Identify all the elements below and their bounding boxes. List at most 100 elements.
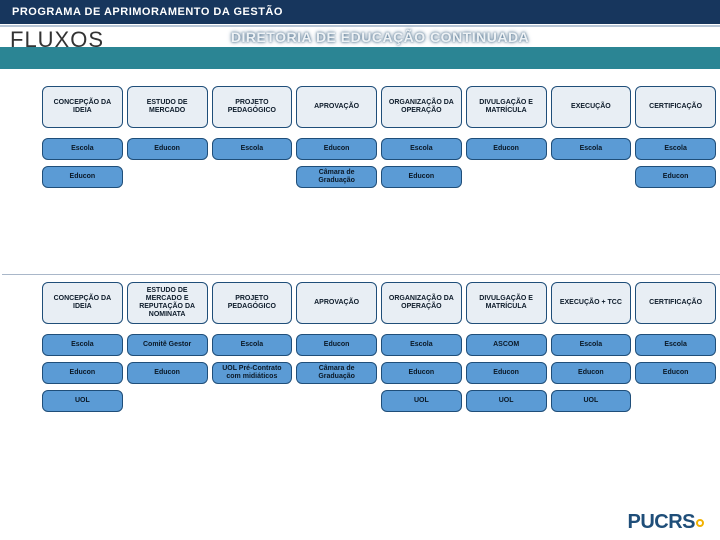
phase-box: APROVAÇÃO <box>296 282 377 324</box>
lato-row2: EscolaEduconEscolaEduconEscolaEduconEsco… <box>42 138 716 160</box>
phase-cell: APROVAÇÃO <box>296 86 377 128</box>
owner-box: Escola <box>212 138 293 160</box>
owner-cell: Escola <box>551 138 632 160</box>
phase-cell: DIVULGAÇÃO E MATRÍCULA <box>466 282 547 324</box>
phase-box: CERTIFICAÇÃO <box>635 282 716 324</box>
owner-box: Escola <box>42 138 123 160</box>
band-uol: CONCEPÇÃO DA IDEIAESTUDO DE MERCADO E RE… <box>42 282 716 504</box>
owner-box: Educon <box>381 166 462 188</box>
owner-cell: Educon <box>381 362 462 384</box>
phase-box: DIVULGAÇÃO E MATRÍCULA <box>466 86 547 128</box>
owner-box: Escola <box>551 138 632 160</box>
phase-cell: CERTIFICAÇÃO <box>635 86 716 128</box>
owner-box: Comitê Gestor <box>127 334 208 356</box>
owner-cell: Escola <box>212 138 293 160</box>
phase-box: DIVULGAÇÃO E MATRÍCULA <box>466 282 547 324</box>
owner-box: Educon <box>381 362 462 384</box>
band-lato: CONCEPÇÃO DA IDEIAESTUDO DE MERCADOPROJE… <box>42 86 716 274</box>
lato-row3: EduconCâmara de GraduaçãoEduconEducon <box>42 166 716 188</box>
phase-cell: PROJETO PEDAGÓGICO <box>212 86 293 128</box>
header-underline <box>0 25 720 27</box>
phase-cell: ESTUDO DE MERCADO <box>127 86 208 128</box>
owner-box: Escola <box>551 334 632 356</box>
phase-cell: CERTIFICAÇÃO <box>635 282 716 324</box>
owner-cell: Comitê Gestor <box>127 334 208 356</box>
owner-box: UOL <box>381 390 462 412</box>
owner-box: Educon <box>127 138 208 160</box>
owner-cell: Escola <box>635 138 716 160</box>
phase-box: CERTIFICAÇÃO <box>635 86 716 128</box>
owner-cell: UOL <box>551 390 632 412</box>
phase-box: CONCEPÇÃO DA IDEIA <box>42 282 123 324</box>
owner-cell: Escola <box>42 138 123 160</box>
owner-cell: Educon <box>635 166 716 188</box>
logo-ring-icon <box>696 519 704 527</box>
owner-cell: Educon <box>635 362 716 384</box>
owner-box: Câmara de Graduação <box>296 166 377 188</box>
owner-cell: Educon <box>466 362 547 384</box>
owner-box: Escola <box>212 334 293 356</box>
owner-cell: Educon <box>127 362 208 384</box>
owner-cell: Câmara de Graduação <box>296 166 377 188</box>
phase-box: EXECUÇÃO <box>551 86 632 128</box>
owner-cell: Educon <box>381 166 462 188</box>
owner-cell: Educon <box>551 362 632 384</box>
owner-box: UOL <box>466 390 547 412</box>
uol-row3: EduconEduconUOL Pré-Contrato com midiáti… <box>42 362 716 384</box>
phase-cell: CONCEPÇÃO DA IDEIA <box>42 282 123 324</box>
logo-text: PUCRS <box>627 511 695 533</box>
phase-box: ORGANIZAÇÃO DA OPERAÇÃO <box>381 86 462 128</box>
content-area: CONCEPÇÃO DA IDEIAESTUDO DE MERCADOPROJE… <box>42 86 716 504</box>
owner-box: Educon <box>296 334 377 356</box>
phase-cell: EXECUÇÃO + TCC <box>551 282 632 324</box>
owner-cell: UOL <box>42 390 123 412</box>
owner-box: Educon <box>42 362 123 384</box>
owner-cell: UOL <box>466 390 547 412</box>
lato-phase-row: CONCEPÇÃO DA IDEIAESTUDO DE MERCADOPROJE… <box>42 86 716 128</box>
owner-cell: Escola <box>381 138 462 160</box>
owner-cell: Escola <box>42 334 123 356</box>
phase-cell: ESTUDO DE MERCADO E REPUTAÇÃO DA NOMINAT… <box>127 282 208 324</box>
owner-cell: ASCOM <box>466 334 547 356</box>
owner-box: Escola <box>635 334 716 356</box>
owner-cell: Educon <box>296 334 377 356</box>
owner-box: Educon <box>296 138 377 160</box>
owner-box: UOL <box>551 390 632 412</box>
owner-box: Educon <box>551 362 632 384</box>
owner-cell: Educon <box>127 138 208 160</box>
uol-phase-row: CONCEPÇÃO DA IDEIAESTUDO DE MERCADO E RE… <box>42 282 716 324</box>
band-divider <box>2 274 720 275</box>
owner-box: Educon <box>466 362 547 384</box>
owner-cell: Escola <box>635 334 716 356</box>
owner-cell: Educon <box>42 166 123 188</box>
owner-box: Escola <box>635 138 716 160</box>
phase-box: PROJETO PEDAGÓGICO <box>212 86 293 128</box>
phase-cell: CONCEPÇÃO DA IDEIA <box>42 86 123 128</box>
owner-cell: Escola <box>381 334 462 356</box>
owner-box: Escola <box>381 138 462 160</box>
owner-box: UOL <box>42 390 123 412</box>
uol-row4: UOLUOLUOLUOL <box>42 390 716 412</box>
owner-cell: Educon <box>466 138 547 160</box>
owner-cell: Educon <box>42 362 123 384</box>
phase-cell: ORGANIZAÇÃO DA OPERAÇÃO <box>381 282 462 324</box>
header-row: FLUXOS DIRETORIA DE EDUCAÇÃO CONTINUADA <box>0 29 720 73</box>
owner-box: Escola <box>381 334 462 356</box>
owner-box: Educon <box>635 362 716 384</box>
phase-box: ORGANIZAÇÃO DA OPERAÇÃO <box>381 282 462 324</box>
phase-cell: PROJETO PEDAGÓGICO <box>212 282 293 324</box>
phase-box: ESTUDO DE MERCADO <box>127 86 208 128</box>
owner-cell: Escola <box>212 334 293 356</box>
phase-cell: ORGANIZAÇÃO DA OPERAÇÃO <box>381 86 462 128</box>
phase-box: EXECUÇÃO + TCC <box>551 282 632 324</box>
owner-box: UOL Pré-Contrato com midiáticos <box>212 362 293 384</box>
owner-box: Educon <box>635 166 716 188</box>
owner-box: Educon <box>127 362 208 384</box>
owner-box: Escola <box>42 334 123 356</box>
phase-box: ESTUDO DE MERCADO E REPUTAÇÃO DA NOMINAT… <box>127 282 208 324</box>
phase-cell: DIVULGAÇÃO E MATRÍCULA <box>466 86 547 128</box>
phase-box: PROJETO PEDAGÓGICO <box>212 282 293 324</box>
owner-box: Educon <box>466 138 547 160</box>
phase-cell: APROVAÇÃO <box>296 282 377 324</box>
owner-cell: UOL <box>381 390 462 412</box>
